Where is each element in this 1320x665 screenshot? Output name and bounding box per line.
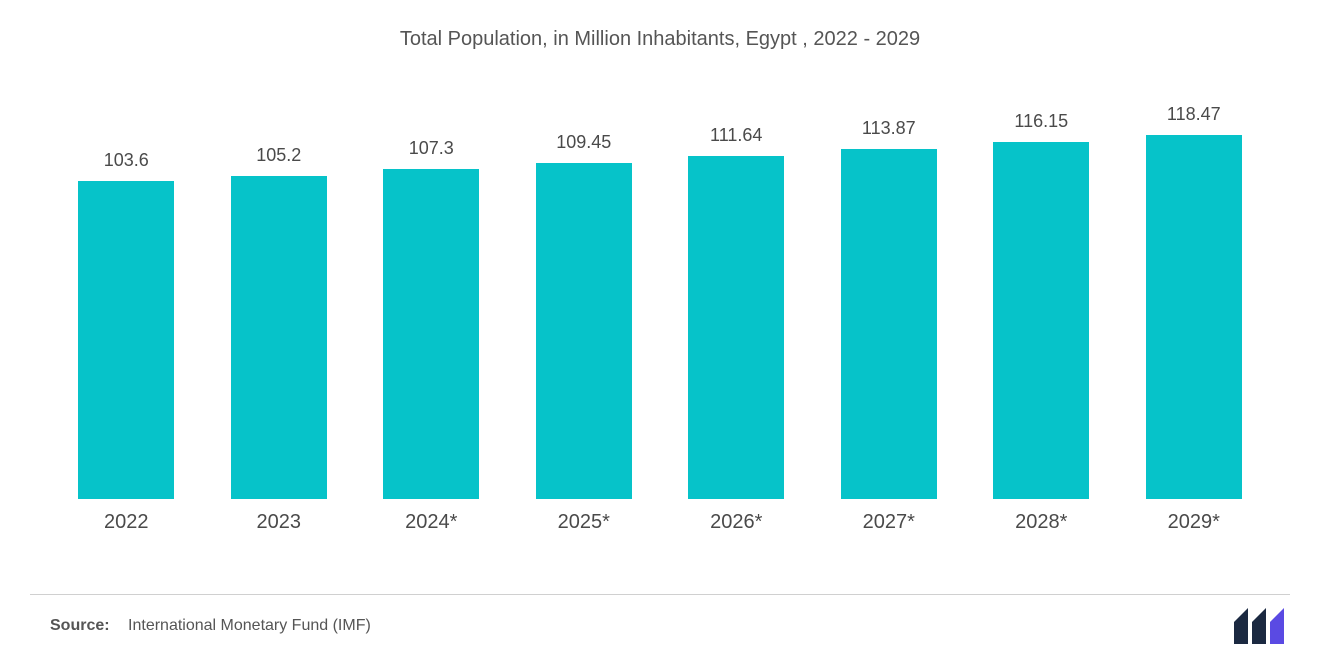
bar-value-label: 103.6	[104, 150, 149, 171]
bar-value-label: 118.47	[1167, 104, 1221, 125]
source-line: Source: International Monetary Fund (IMF…	[50, 617, 371, 635]
x-axis-label: 2027*	[813, 511, 966, 534]
bar-value-label: 113.87	[862, 118, 916, 139]
x-axis-label: 2028*	[965, 511, 1118, 534]
bar-slot: 111.64	[660, 69, 813, 499]
brand-logo-icon	[1234, 608, 1290, 644]
x-axis-label: 2023	[203, 511, 356, 534]
chart-footer: Source: International Monetary Fund (IMF…	[0, 595, 1320, 665]
bar-slot: 105.2	[203, 69, 356, 499]
bar	[1146, 135, 1242, 499]
x-axis-label: 2022	[50, 511, 203, 534]
bar	[231, 176, 327, 499]
chart-frame: Total Population, in Million Inhabitants…	[0, 0, 1320, 665]
bar-value-label: 109.45	[556, 132, 611, 153]
chart-title: Total Population, in Million Inhabitants…	[30, 28, 1290, 51]
bar-slot: 118.47	[1118, 69, 1271, 499]
bar-slot: 107.3	[355, 69, 508, 499]
bar-value-label: 111.64	[710, 125, 762, 146]
bar	[536, 163, 632, 499]
x-axis-label: 2026*	[660, 511, 813, 534]
bar	[78, 181, 174, 499]
x-axis-label: 2024*	[355, 511, 508, 534]
bar-slot: 113.87	[813, 69, 966, 499]
bar-slot: 116.15	[965, 69, 1118, 499]
bar-value-label: 107.3	[409, 138, 454, 159]
source-prefix: Source:	[50, 617, 110, 634]
bar	[383, 169, 479, 499]
x-axis-label: 2029*	[1118, 511, 1271, 534]
bar	[688, 156, 784, 499]
chart-plot-area: 103.6 105.2 107.3 109.45 111.64 113.87 116.15 1…	[40, 69, 1280, 499]
bar-value-label: 105.2	[256, 145, 301, 166]
bar	[841, 149, 937, 499]
chart-x-axis: 202220232024*2025*2026*2027*2028*2029*	[40, 511, 1280, 534]
source-text: International Monetary Fund (IMF)	[128, 617, 371, 634]
bar-slot: 109.45	[508, 69, 661, 499]
bar	[993, 142, 1089, 499]
x-axis-label: 2025*	[508, 511, 661, 534]
bar-slot: 103.6	[50, 69, 203, 499]
bar-value-label: 116.15	[1014, 111, 1068, 132]
